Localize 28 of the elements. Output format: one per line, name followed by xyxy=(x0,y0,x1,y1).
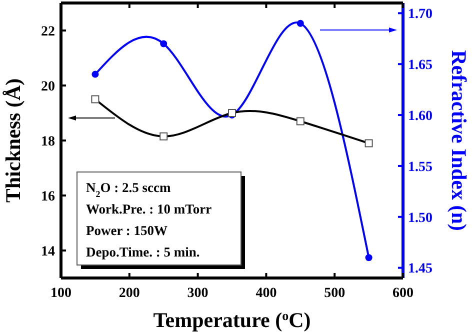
y-tick-label: 20 xyxy=(41,79,55,94)
annotation: Power : 150W xyxy=(86,223,168,238)
x-tick-label: 600 xyxy=(392,286,414,301)
y2-axis-title: Refractive Index (n) xyxy=(447,50,471,231)
y2-tick-label: 1.50 xyxy=(408,210,432,226)
x-axis-title: Temperature ($^{o}$C) xyxy=(153,308,311,332)
y2-tick-label: 1.65 xyxy=(408,58,432,74)
x-tick-label: 400 xyxy=(256,286,277,301)
y2-tick-label: 1.70 xyxy=(408,7,432,22)
y2-tick-label: 1.45 xyxy=(408,262,432,277)
y-axis-title: Thickness (Å) xyxy=(1,78,25,203)
annotation: Work.Pre. : 10 mTorr xyxy=(86,202,212,216)
annotation: N$_{2}$O : 2.5 sccm xyxy=(86,180,172,199)
y2-tick-label: 1.55 xyxy=(408,160,432,175)
y-tick-label: 16 xyxy=(41,189,55,204)
point xyxy=(296,20,304,27)
y-tick-label: 14 xyxy=(41,244,55,260)
point xyxy=(160,40,168,48)
point xyxy=(365,254,372,262)
y-tick-label: 22 xyxy=(41,24,55,40)
y-tick-label: 18 xyxy=(41,134,55,150)
point xyxy=(92,70,99,78)
y2-tick-label: 1.60 xyxy=(408,108,432,124)
x-tick-label: 500 xyxy=(324,286,346,301)
x-tick-label: 300 xyxy=(187,286,208,301)
x-tick-label: 200 xyxy=(118,286,140,301)
annotation: Depo.Time. : 5 min. xyxy=(86,244,200,260)
x-tick-label: 100 xyxy=(50,286,72,301)
